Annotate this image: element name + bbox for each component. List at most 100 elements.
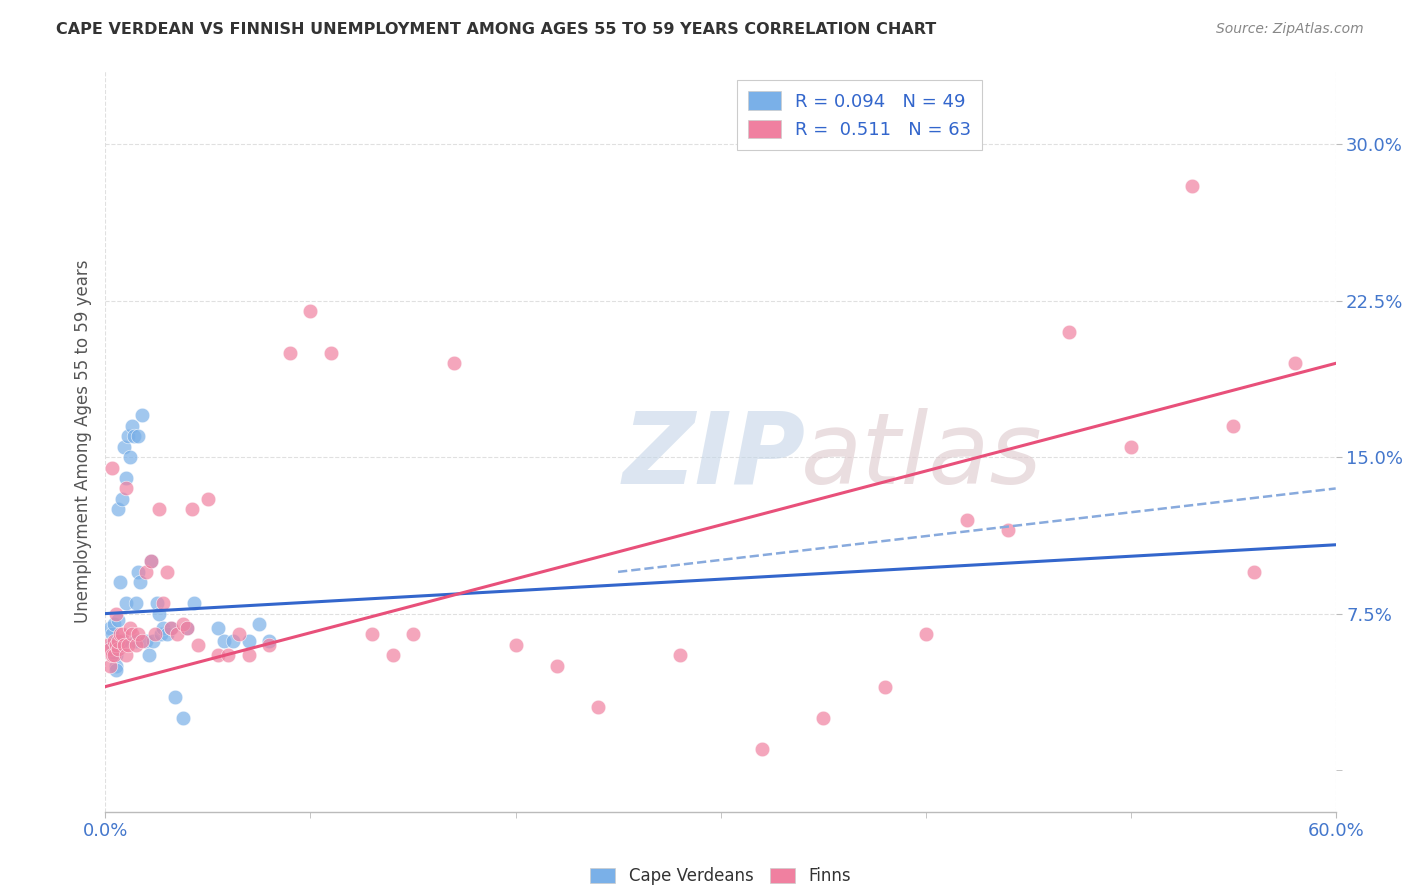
Point xyxy=(125,633,148,648)
Point xyxy=(811,711,834,725)
Point xyxy=(142,633,165,648)
Text: Source: ZipAtlas.com: Source: ZipAtlas.com xyxy=(1216,22,1364,37)
Point xyxy=(103,648,125,663)
Point xyxy=(148,502,170,516)
Point xyxy=(108,575,131,590)
Point xyxy=(104,607,127,621)
Point xyxy=(166,627,188,641)
Point xyxy=(125,638,148,652)
Point xyxy=(104,658,127,673)
Y-axis label: Unemployment Among Ages 55 to 59 years: Unemployment Among Ages 55 to 59 years xyxy=(73,260,91,624)
Point xyxy=(228,627,250,641)
Point xyxy=(218,648,240,663)
Text: atlas: atlas xyxy=(800,408,1042,505)
Point xyxy=(143,627,166,641)
Point xyxy=(125,596,148,610)
Point xyxy=(115,482,138,496)
Point xyxy=(319,346,342,360)
Point xyxy=(214,633,236,648)
Text: ZIP: ZIP xyxy=(621,408,806,505)
Point xyxy=(997,523,1019,537)
Point xyxy=(115,471,138,485)
Point xyxy=(108,627,131,641)
Point xyxy=(103,642,125,657)
Point xyxy=(104,663,127,677)
Point xyxy=(956,513,979,527)
Point xyxy=(121,418,143,433)
Point xyxy=(127,565,149,579)
Point xyxy=(100,648,122,663)
Point xyxy=(115,596,138,610)
Point xyxy=(139,554,162,568)
Point xyxy=(586,700,609,714)
Point xyxy=(751,742,773,756)
Point xyxy=(1243,565,1265,579)
Point xyxy=(127,627,149,641)
Point xyxy=(914,627,936,641)
Point xyxy=(131,633,153,648)
Point xyxy=(238,633,260,648)
Point xyxy=(120,621,141,635)
Point xyxy=(183,596,205,610)
Point xyxy=(221,633,243,648)
Point xyxy=(115,648,138,663)
Point xyxy=(443,356,465,370)
Point xyxy=(122,429,145,443)
Point xyxy=(107,613,129,627)
Point xyxy=(100,460,122,475)
Point xyxy=(98,621,121,635)
Point xyxy=(873,680,896,694)
Point xyxy=(98,642,121,657)
Point xyxy=(176,621,198,635)
Point xyxy=(160,621,183,635)
Point xyxy=(381,648,404,663)
Point xyxy=(112,638,135,652)
Point xyxy=(107,633,129,648)
Point xyxy=(299,304,322,318)
Point xyxy=(145,596,167,610)
Point xyxy=(96,638,118,652)
Point xyxy=(238,648,260,663)
Point xyxy=(138,648,160,663)
Point xyxy=(187,638,209,652)
Point xyxy=(207,621,229,635)
Point xyxy=(402,627,425,641)
Point xyxy=(172,711,194,725)
Point xyxy=(111,627,134,641)
Point xyxy=(505,638,527,652)
Point xyxy=(98,658,121,673)
Point xyxy=(156,627,179,641)
Point xyxy=(112,440,135,454)
Point xyxy=(100,638,122,652)
Point xyxy=(111,491,134,506)
Point xyxy=(107,642,129,657)
Point xyxy=(1119,440,1142,454)
Point xyxy=(100,627,122,641)
Point xyxy=(111,633,134,648)
Point xyxy=(152,596,174,610)
Point xyxy=(546,658,568,673)
Point xyxy=(131,409,153,423)
Point xyxy=(361,627,384,641)
Point xyxy=(129,575,152,590)
Point xyxy=(107,502,129,516)
Point xyxy=(156,565,179,579)
Point xyxy=(120,450,141,465)
Point xyxy=(197,491,219,506)
Text: CAPE VERDEAN VS FINNISH UNEMPLOYMENT AMONG AGES 55 TO 59 YEARS CORRELATION CHART: CAPE VERDEAN VS FINNISH UNEMPLOYMENT AMO… xyxy=(56,22,936,37)
Point xyxy=(152,621,174,635)
Point xyxy=(172,617,194,632)
Point xyxy=(149,627,172,641)
Point xyxy=(135,565,157,579)
Point xyxy=(180,502,202,516)
Point xyxy=(1222,418,1244,433)
Point xyxy=(148,607,170,621)
Point xyxy=(668,648,690,663)
Point xyxy=(247,617,270,632)
Point xyxy=(165,690,187,704)
Point xyxy=(103,633,125,648)
Point xyxy=(108,638,131,652)
Point xyxy=(103,617,125,632)
Point xyxy=(259,638,281,652)
Point xyxy=(1181,179,1204,194)
